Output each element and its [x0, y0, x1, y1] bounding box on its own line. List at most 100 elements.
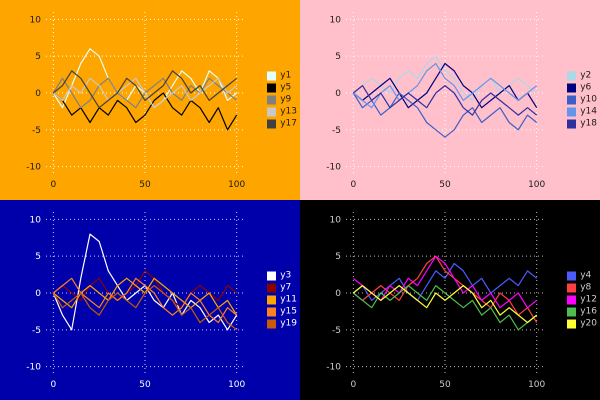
chart-panel-bottom-right: 0 50 100 -10 -5 0 5 10 y4 y8 y12 y16 y20 [300, 200, 600, 400]
legend: y1 y5 y9 y13 y17 [267, 71, 297, 130]
legend-swatch [567, 119, 577, 129]
legend-label: y11 [280, 294, 297, 305]
y-tick-label: 10 [330, 215, 342, 225]
legend-swatch [267, 83, 277, 93]
series-line-y18 [352, 84, 538, 116]
legend-swatch [567, 283, 577, 293]
legend-swatch [267, 71, 277, 81]
legend: y2 y6 y10 y14 y18 [567, 71, 597, 130]
legend-swatch [267, 295, 277, 305]
series-line-y6 [352, 62, 538, 109]
x-tick-label: 100 [228, 180, 245, 190]
legend-item: y11 [267, 295, 297, 306]
x-tick-label: 100 [228, 380, 245, 390]
y-tick-label: -5 [32, 326, 41, 336]
legend-item: y3 [267, 271, 297, 282]
y-tick-label: 0 [335, 89, 341, 99]
chart-panel-bottom-left: 0 50 100 -10 -5 0 5 10 y3 y7 y11 y15 y19 [0, 200, 300, 400]
series-line-y5 [52, 92, 238, 131]
legend-label: y17 [280, 118, 297, 129]
legend-item: y20 [567, 319, 597, 330]
legend-label: y3 [280, 270, 292, 281]
y-tick-label: -5 [32, 126, 41, 136]
series-line-y15 [52, 277, 238, 324]
y-tick-label: -10 [326, 163, 341, 173]
x-tick-label: 50 [139, 180, 151, 190]
legend-swatch [567, 295, 577, 305]
y-tick-label: -5 [332, 326, 341, 336]
x-tick-label: 100 [528, 380, 545, 390]
legend-label: y18 [580, 118, 597, 129]
series-line-y20 [352, 284, 538, 324]
legend-label: y10 [580, 94, 597, 105]
legend-swatch [567, 83, 577, 93]
series-line-y4 [352, 262, 538, 302]
legend-item: y16 [567, 307, 597, 318]
chart-canvas: 0 50 100 -10 -5 0 5 10 [26, 12, 246, 190]
series-line-y10 [352, 92, 538, 138]
y-tick-label: 5 [335, 252, 341, 262]
legend-item: y1 [267, 71, 297, 82]
legend-label: y1 [280, 70, 292, 81]
legend-label: y8 [580, 282, 592, 293]
legend-item: y2 [567, 71, 597, 82]
legend-item: y5 [267, 83, 297, 94]
x-tick-label: 50 [439, 380, 451, 390]
x-tick-label: 100 [528, 180, 545, 190]
legend-item: y7 [267, 283, 297, 294]
legend-swatch [567, 319, 577, 329]
legend-swatch [567, 307, 577, 317]
legend-label: y2 [580, 70, 592, 81]
legend-swatch [267, 283, 277, 293]
y-tick-label: 5 [35, 52, 41, 62]
legend-label: y14 [580, 106, 597, 117]
legend-swatch [567, 271, 577, 281]
legend-item: y15 [267, 307, 297, 318]
legend-swatch [267, 95, 277, 105]
legend-swatch [267, 271, 277, 281]
y-tick-label: 5 [35, 252, 41, 262]
chart-panel-top-right: 0 50 100 -10 -5 0 5 10 y2 y6 y10 y14 y18 [300, 0, 600, 200]
y-tick-label: 10 [30, 15, 42, 25]
y-tick-label: 0 [35, 89, 41, 99]
series-line-y13 [52, 77, 238, 109]
legend-swatch [267, 319, 277, 329]
y-tick-label: 5 [335, 52, 341, 62]
legend-label: y16 [580, 306, 597, 317]
legend-swatch [267, 119, 277, 129]
legend-label: y15 [280, 306, 297, 317]
legend-item: y4 [567, 271, 597, 282]
x-tick-label: 0 [50, 380, 56, 390]
legend-swatch [267, 307, 277, 317]
series-line-y17 [52, 70, 238, 109]
y-tick-label: 0 [35, 289, 41, 299]
series-line-y8 [352, 255, 538, 323]
y-tick-label: 0 [335, 289, 341, 299]
legend: y3 y7 y11 y15 y19 [267, 271, 297, 330]
legend-swatch [567, 95, 577, 105]
y-tick-label: -10 [26, 163, 41, 173]
y-tick-label: -5 [332, 126, 341, 136]
legend-label: y13 [280, 106, 297, 117]
legend-swatch [567, 107, 577, 117]
y-tick-label: -10 [326, 363, 341, 373]
series-line-y19 [52, 284, 238, 331]
x-tick-label: 0 [350, 380, 356, 390]
chart-panel-top-left: 0 50 100 -10 -5 0 5 10 y1 y5 y9 y13 y17 [0, 0, 300, 200]
legend-label: y20 [580, 318, 597, 329]
chart-canvas: 0 50 100 -10 -5 0 5 10 [326, 212, 546, 390]
y-tick-label: 10 [30, 215, 42, 225]
legend-label: y19 [280, 318, 297, 329]
legend-label: y4 [580, 270, 592, 281]
legend: y4 y8 y12 y16 y20 [567, 271, 597, 330]
legend-swatch [567, 71, 577, 81]
legend-label: y7 [280, 282, 292, 293]
x-tick-label: 0 [350, 180, 356, 190]
x-tick-label: 0 [50, 180, 56, 190]
legend-item: y19 [267, 319, 297, 330]
x-tick-label: 50 [439, 180, 451, 190]
legend-item: y12 [567, 295, 597, 306]
legend-item: y13 [267, 107, 297, 118]
legend-item: y17 [267, 119, 297, 130]
